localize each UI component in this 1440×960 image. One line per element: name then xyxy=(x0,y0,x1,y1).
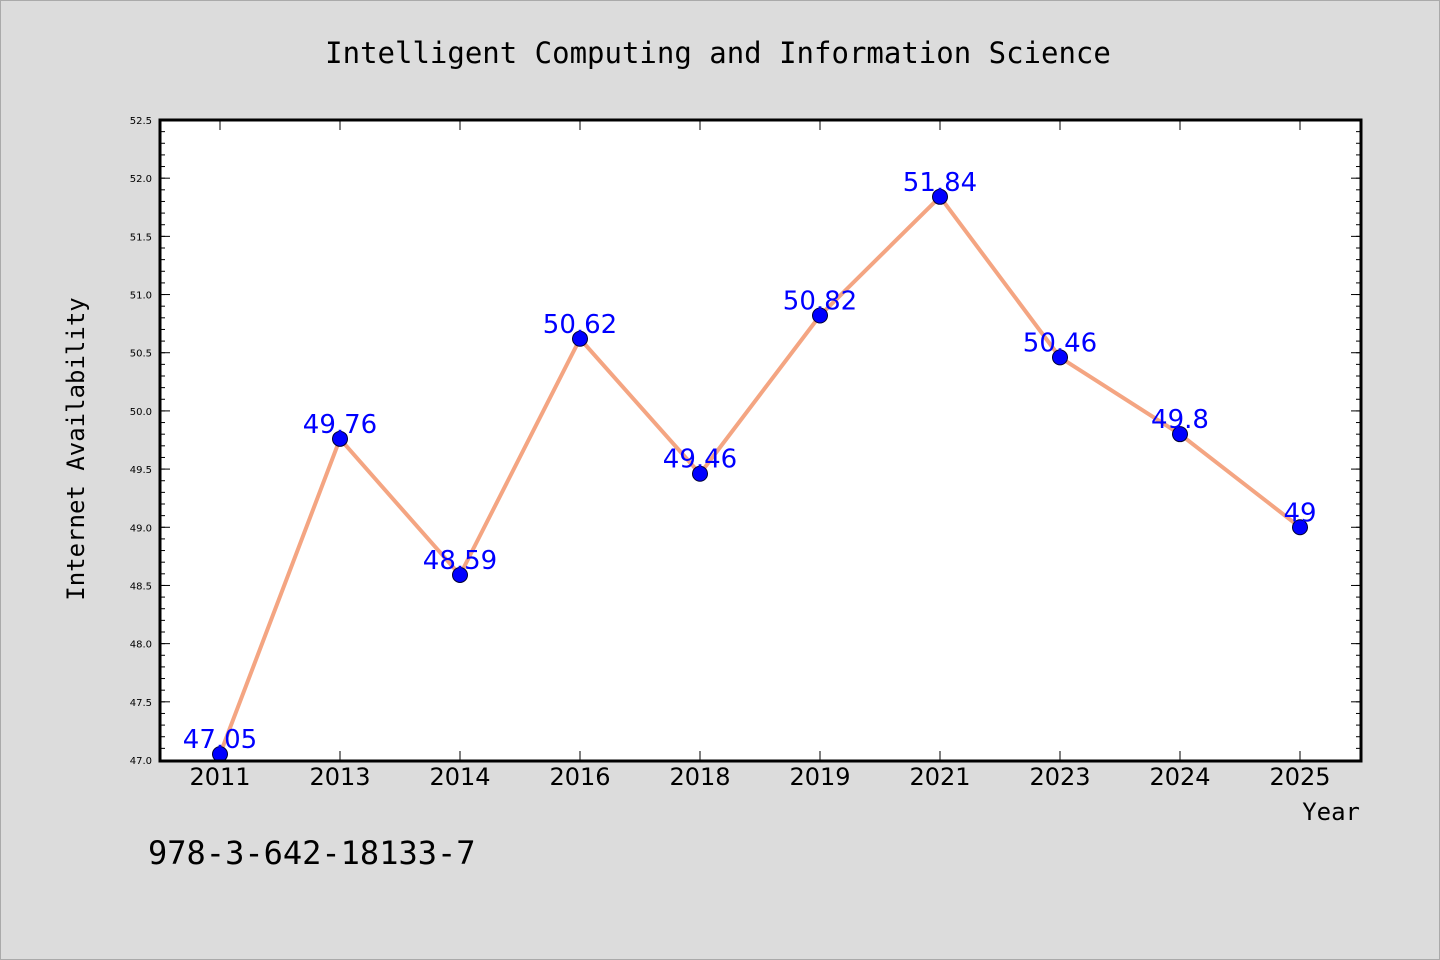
y-tick-label: 49.5 xyxy=(130,465,152,476)
data-label: 49.46 xyxy=(663,445,737,475)
plot-area xyxy=(160,120,1361,761)
chart-title: Intelligent Computing and Information Sc… xyxy=(325,36,1111,70)
data-label: 49.8 xyxy=(1151,405,1209,435)
y-tick-label: 52.0 xyxy=(130,174,152,185)
data-point xyxy=(1172,426,1188,443)
y-tick-label: 47.0 xyxy=(130,756,152,767)
y-tick-label: 51.0 xyxy=(130,291,152,302)
x-tick-label: 2019 xyxy=(789,763,850,791)
data-point xyxy=(1292,519,1308,536)
data-label: 50.62 xyxy=(543,310,617,340)
x-tick-label: 2024 xyxy=(1149,763,1210,791)
x-axis: 2011 2013 2014 2016 2018 2019 2021 2023 2024 2025 xyxy=(189,120,1331,791)
y-tick-label: 52.5 xyxy=(130,116,152,127)
y-axis-title: Internet Availability xyxy=(62,297,90,600)
data-point xyxy=(932,188,948,205)
series-line xyxy=(218,194,1302,755)
x-tick-label: 2023 xyxy=(1029,763,1090,791)
data-point xyxy=(692,465,708,482)
data-point xyxy=(1052,349,1068,366)
y-tick-label: 50.0 xyxy=(130,407,152,418)
data-label: 50.82 xyxy=(783,286,857,316)
y-tick-label: 48.5 xyxy=(130,581,152,592)
data-point xyxy=(452,566,468,583)
x-axis-title: Year xyxy=(1302,798,1360,826)
data-point xyxy=(812,307,828,324)
x-tick-label: 2018 xyxy=(669,763,730,791)
x-tick-label: 2016 xyxy=(549,763,610,791)
y-tick-label: 50.5 xyxy=(130,349,152,360)
x-tick-label: 2014 xyxy=(429,763,490,791)
data-label: 51.84 xyxy=(903,168,977,198)
series-group: 47.05 49.76 48.59 50.62 49.46 50.82 51.84 50.46… xyxy=(183,168,1317,763)
data-label: 50.46 xyxy=(1023,328,1097,358)
x-tick-label: 2021 xyxy=(909,763,970,791)
isbn-caption: 978-3-642-18133-7 xyxy=(148,834,476,872)
data-point xyxy=(332,430,348,447)
y-tick-label: 48.0 xyxy=(130,640,152,651)
y-tick-label: 49.0 xyxy=(130,523,152,534)
data-label: 49.76 xyxy=(303,410,377,440)
data-label: 48.59 xyxy=(423,546,497,576)
x-tick-label: 2011 xyxy=(189,763,250,791)
x-tick-label: 2013 xyxy=(309,763,370,791)
y-tick-label: 51.5 xyxy=(130,232,152,243)
x-tick-label: 2025 xyxy=(1269,763,1330,791)
data-point xyxy=(572,330,588,347)
y-tick-label: 47.5 xyxy=(130,698,152,709)
data-label: 49 xyxy=(1283,498,1316,528)
plot-frame xyxy=(158,118,1363,763)
data-label: 47.05 xyxy=(183,725,257,755)
